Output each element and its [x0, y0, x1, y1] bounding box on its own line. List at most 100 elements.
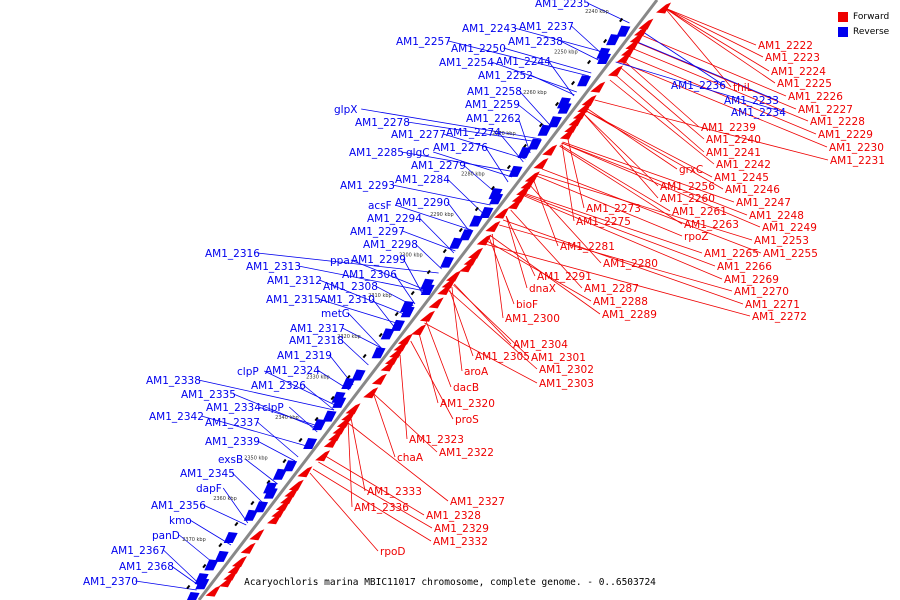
reverse-leader-line	[419, 217, 455, 254]
forward-gene	[607, 65, 623, 77]
gene-dash	[234, 521, 239, 527]
forward-gene-label: AM1_2328	[426, 510, 481, 522]
forward-gene	[533, 158, 549, 169]
forward-gene	[280, 493, 296, 505]
forward-leader-line	[499, 224, 733, 292]
reverse-gene-label: AM1_2235	[535, 0, 590, 10]
reverse-gene-label: AM1_2254	[439, 57, 494, 69]
reverse-leader-line	[394, 273, 416, 305]
reverse-gene-label: AM1_2370	[83, 576, 138, 588]
reverse-leader-line	[189, 519, 232, 546]
forward-gene-label: AM1_2240	[706, 134, 761, 146]
forward-leader-line	[562, 141, 735, 203]
forward-gene	[275, 499, 291, 511]
scale-tick-label: 2370 kbp	[182, 537, 206, 543]
forward-gene	[288, 479, 304, 491]
forward-gene	[231, 556, 247, 568]
reverse-gene-label: AM1_2236	[671, 80, 726, 92]
forward-leader-line	[594, 99, 829, 161]
reverse-gene-label: AM1_2257	[396, 36, 451, 48]
forward-gene	[428, 297, 444, 309]
forward-gene-label: AM1_2323	[409, 434, 464, 446]
reverse-leader-line	[163, 549, 201, 586]
forward-gene	[520, 178, 536, 190]
reverse-gene-label: clpP	[262, 402, 284, 414]
forward-gene	[371, 373, 387, 385]
forward-gene	[419, 310, 435, 322]
reverse-leader-line	[443, 133, 526, 160]
reverse-leader-line	[632, 39, 777, 101]
forward-gene-label: AM1_2270	[734, 286, 789, 298]
forward-gene	[249, 529, 265, 541]
forward-gene-label: AM1_2275	[576, 216, 631, 228]
reverse-gene-label: AM1_2312	[267, 275, 322, 287]
reverse-gene-label: AM1_2237	[519, 21, 574, 33]
gene-dash	[410, 290, 415, 296]
reverse-gene-label: AM1_2262	[466, 113, 521, 125]
reverse-gene	[597, 53, 612, 64]
figure-caption: Acaryochloris marina MBIC11017 chromosom…	[244, 577, 656, 588]
forward-leader-line	[490, 235, 601, 315]
forward-leader-line	[609, 79, 715, 165]
forward-leader-line	[491, 233, 504, 319]
gene-dash	[538, 122, 543, 128]
forward-leader-line	[638, 42, 797, 110]
reverse-leader-line	[288, 406, 318, 433]
forward-gene	[384, 353, 400, 365]
forward-gene	[634, 25, 650, 37]
reverse-gene-label: AM1_2233	[724, 95, 779, 107]
forward-gene-label: AM1_2336	[354, 502, 409, 514]
forward-leader-line	[323, 454, 425, 516]
forward-gene-label: AM1_2228	[810, 116, 865, 128]
reverse-leader-line	[615, 61, 784, 113]
forward-leader-line	[523, 192, 703, 254]
reverse-gene	[557, 102, 572, 114]
forward-gene-label: AM1_2305	[475, 351, 530, 363]
forward-gene	[323, 436, 339, 448]
forward-leader-line	[488, 237, 515, 305]
forward-leader-line	[417, 330, 439, 404]
reverse-gene-label: AM1_2279	[411, 160, 466, 172]
forward-gene	[516, 184, 532, 196]
forward-gene-label: AM1_2245	[714, 172, 769, 184]
gene-dash	[186, 584, 191, 590]
reverse-gene-label: AM1_2342	[149, 411, 204, 423]
forward-gene-label: AM1_2247	[736, 197, 791, 209]
reverse-gene	[341, 378, 356, 389]
reverse-gene-label: AM1_2368	[119, 561, 174, 573]
forward-gene-label: AM1_2226	[788, 91, 843, 103]
reverse-gene	[312, 419, 327, 431]
reverse-leader-line	[318, 298, 400, 325]
gene-dash	[218, 542, 223, 548]
reverse-gene-label: panD	[152, 530, 180, 542]
reverse-swatch	[838, 26, 848, 37]
reverse-gene-label: AM1_2298	[363, 239, 418, 251]
gene-dash	[506, 164, 511, 170]
legend-label-forward: Forward	[853, 11, 890, 22]
forward-gene-label: AM1_2272	[752, 311, 807, 323]
reverse-leader-line	[201, 415, 307, 447]
reverse-gene	[489, 193, 504, 205]
forward-gene-label: AM1_2246	[725, 184, 780, 196]
reverse-gene	[272, 468, 287, 480]
gene-dash	[378, 332, 383, 338]
forward-gene-label: AM1_2333	[367, 486, 422, 498]
reverse-leader-line	[257, 421, 299, 458]
forward-gene-label: AM1_2271	[745, 299, 800, 311]
forward-gene	[629, 32, 645, 43]
gene-dash	[474, 206, 479, 212]
forward-gene-label: AM1_2263	[684, 219, 739, 231]
reverse-gene	[195, 578, 210, 590]
forward-gene-label: rpoZ	[684, 231, 709, 243]
forward-gene-label: AM1_2260	[660, 193, 715, 205]
legend-label-reverse: Reverse	[853, 26, 890, 37]
forward-gene	[240, 542, 256, 554]
scale-tick-label: 2350 kbp	[244, 456, 268, 462]
reverse-leader-line	[319, 279, 407, 316]
reverse-gene	[322, 410, 337, 422]
forward-leader-line	[510, 209, 583, 289]
reverse-gene-label: AM1_2319	[277, 350, 332, 362]
gene-dash	[619, 17, 624, 23]
reverse-gene-label: AM1_2293	[340, 180, 395, 192]
reverse-leader-line	[530, 74, 575, 96]
